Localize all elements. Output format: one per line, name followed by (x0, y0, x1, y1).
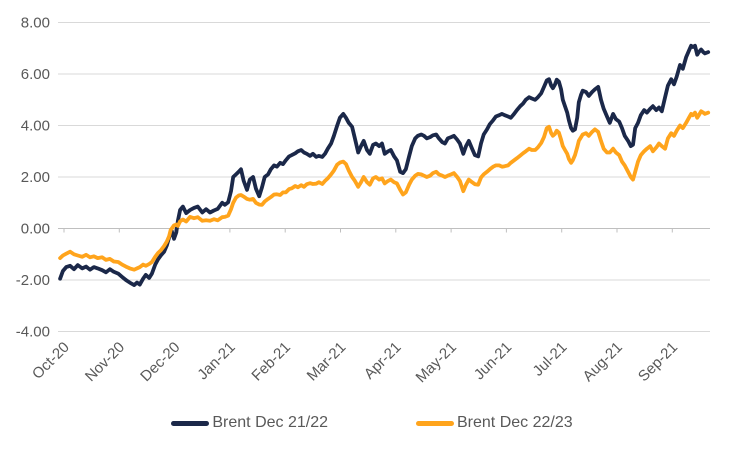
x-tick-label: Aug-21 (580, 339, 626, 385)
y-tick-label: 6.00 (21, 66, 50, 83)
y-tick-label: 0.00 (21, 221, 50, 238)
x-tick-label: Dec-20 (137, 339, 183, 385)
legend-item-brent-dec-21-22: Brent Dec 21/22 (171, 414, 328, 432)
series-line-brent-dec-22-23 (58, 109, 711, 272)
chart-legend: Brent Dec 21/22 Brent Dec 22/23 (0, 406, 744, 440)
x-tick-label: Apr-21 (361, 339, 405, 383)
y-tick-label: 2.00 (21, 169, 50, 186)
y-tick-label: 8.00 (21, 15, 50, 32)
x-tick-label: Feb-21 (248, 339, 294, 385)
x-tick-label: Oct-20 (29, 339, 73, 383)
legend-label: Brent Dec 21/22 (212, 414, 328, 431)
series-line-brent-dec-21-22 (58, 43, 711, 288)
legend-label: Brent Dec 22/23 (457, 414, 573, 431)
x-tick-label: Jul-21 (530, 339, 571, 380)
y-tick-label: -2.00 (16, 272, 50, 289)
x-tick-label: Mar-21 (304, 339, 350, 385)
x-tick-label: Nov-20 (82, 339, 128, 385)
y-tick-label: 4.00 (21, 118, 50, 135)
legend-item-brent-dec-22-23: Brent Dec 22/23 (416, 414, 573, 432)
y-tick-label: -4.00 (16, 324, 50, 341)
legend-swatch-navy (171, 420, 210, 426)
x-tick-label: Jan-21 (194, 339, 238, 383)
x-tick-label: Jun-21 (471, 339, 515, 383)
legend-swatch-orange (416, 420, 454, 426)
x-tick-label: Sep-21 (635, 339, 681, 385)
x-tick-label: May-21 (413, 339, 460, 386)
